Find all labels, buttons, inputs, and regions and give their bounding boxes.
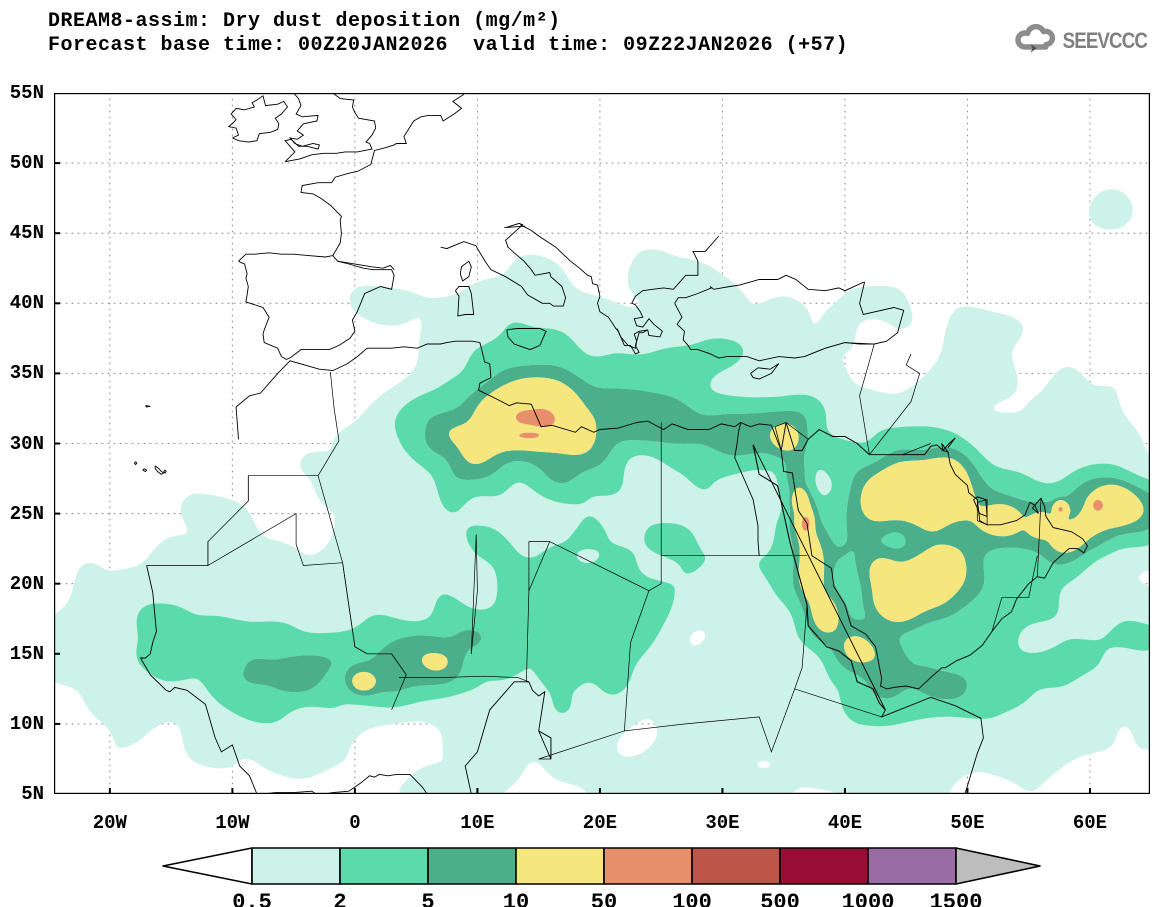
svg-text:SEEVCCC: SEEVCCC <box>1063 30 1148 54</box>
